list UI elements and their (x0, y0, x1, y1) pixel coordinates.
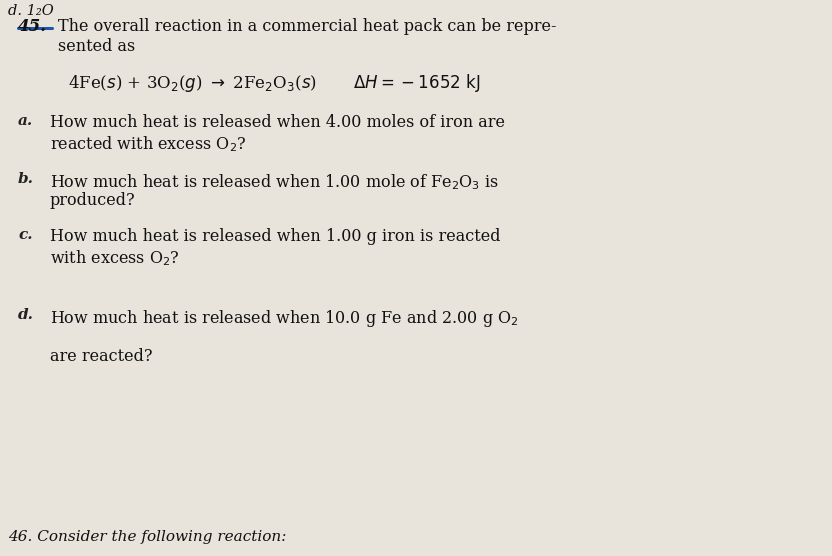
Text: 4Fe($s$) + 3O$_2$($g$) $\rightarrow$ 2Fe$_2$O$_3$($s$)       $\Delta H = -1652\ : 4Fe($s$) + 3O$_2$($g$) $\rightarrow$ 2Fe… (68, 72, 480, 94)
Text: The overall reaction in a commercial heat pack can be repre-: The overall reaction in a commercial hea… (58, 18, 557, 35)
Text: are reacted?: are reacted? (50, 348, 152, 365)
Text: How much heat is released when 1.00 g iron is reacted: How much heat is released when 1.00 g ir… (50, 228, 501, 245)
Text: produced?: produced? (50, 192, 136, 209)
Text: b.: b. (18, 172, 34, 186)
Text: reacted with excess O$_2$?: reacted with excess O$_2$? (50, 134, 246, 153)
Text: How much heat is released when 10.0 g Fe and 2.00 g O$_2$: How much heat is released when 10.0 g Fe… (50, 308, 518, 329)
Text: 46. Consider the following reaction:: 46. Consider the following reaction: (8, 530, 286, 544)
Text: How much heat is released when 1.00 mole of Fe$_2$O$_3$ is: How much heat is released when 1.00 mole… (50, 172, 499, 192)
Text: d. 1₂O: d. 1₂O (8, 4, 54, 18)
Text: d.: d. (18, 308, 34, 322)
Text: a.: a. (18, 114, 33, 128)
Text: How much heat is released when 4.00 moles of iron are: How much heat is released when 4.00 mole… (50, 114, 505, 131)
Text: with excess O$_2$?: with excess O$_2$? (50, 248, 180, 267)
Text: sented as: sented as (58, 38, 136, 55)
Text: 45.: 45. (18, 18, 47, 35)
Text: c.: c. (18, 228, 32, 242)
